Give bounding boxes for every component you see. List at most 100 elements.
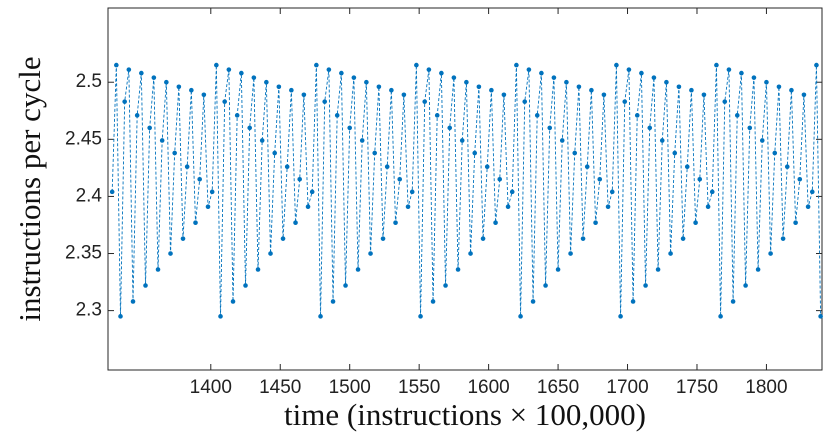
data-point (759, 138, 765, 143)
x-tick-label: 1650 (537, 377, 579, 398)
data-point (614, 62, 619, 68)
data-point (284, 164, 290, 170)
data-point (584, 164, 590, 170)
data-point (414, 62, 419, 68)
data-point (184, 164, 190, 170)
data-point (655, 267, 661, 272)
data-point (659, 138, 665, 143)
data-point (772, 150, 778, 156)
data-point (201, 92, 207, 98)
data-point (280, 236, 286, 241)
data-point (289, 87, 294, 93)
data-point (601, 92, 607, 98)
data-point (351, 75, 357, 80)
data-point (405, 204, 411, 210)
x-axis-label: time (instructions × 100,000) (284, 397, 646, 432)
data-point (639, 70, 644, 76)
data-point (743, 283, 748, 288)
data-point (572, 150, 578, 156)
data-point (455, 267, 461, 272)
data-point (243, 283, 248, 288)
data-point (272, 150, 277, 156)
data-point (151, 75, 157, 80)
data-point (447, 125, 453, 131)
data-point (214, 62, 219, 68)
data-point (764, 79, 769, 85)
data-point (422, 99, 428, 104)
y-tick-label: 2.35 (65, 243, 102, 264)
data-point (393, 220, 398, 225)
data-point (155, 267, 161, 272)
data-point (434, 113, 440, 118)
data-point (330, 299, 336, 304)
data-point (264, 79, 269, 85)
data-point (568, 251, 573, 256)
data-point (684, 164, 690, 170)
y-tick-label: 2.4 (76, 185, 103, 206)
data-point (247, 125, 252, 131)
data-point (176, 84, 182, 90)
data-point (397, 176, 403, 182)
data-point (114, 62, 119, 68)
data-point (814, 62, 819, 68)
data-point (789, 87, 794, 93)
y-axis-label: instructions per cycle (12, 56, 47, 321)
data-point (443, 283, 448, 288)
data-point (722, 99, 728, 104)
data-point (651, 75, 657, 80)
data-point (401, 92, 407, 98)
data-point (126, 67, 132, 72)
data-point (305, 204, 311, 210)
data-point (605, 204, 611, 210)
x-tick-label: 1500 (329, 377, 371, 398)
data-point (664, 79, 669, 85)
data-point (514, 62, 519, 68)
data-point (322, 99, 328, 104)
data-point (164, 79, 169, 85)
data-point (472, 150, 478, 156)
data-point (718, 314, 723, 319)
y-tick-label: 2.45 (65, 128, 102, 149)
y-tick-label: 2.3 (76, 300, 102, 321)
data-point (714, 62, 719, 68)
data-point (801, 92, 807, 98)
data-point (597, 176, 603, 182)
data-point (205, 204, 211, 210)
data-point (805, 204, 811, 210)
data-point (647, 125, 653, 131)
data-point (776, 84, 782, 90)
data-point (726, 67, 732, 72)
data-point (389, 87, 394, 93)
data-point (230, 299, 236, 304)
data-point (159, 138, 165, 143)
data-point (464, 79, 469, 85)
data-point (297, 176, 302, 182)
x-tick-label: 1750 (676, 377, 718, 398)
data-point (701, 92, 707, 98)
data-point (526, 67, 532, 72)
data-point (634, 113, 640, 118)
data-point (380, 236, 386, 241)
data-point (234, 113, 240, 118)
data-point (468, 251, 473, 256)
data-point (193, 220, 198, 225)
data-point (618, 314, 623, 319)
data-point (139, 70, 144, 76)
data-point (564, 79, 569, 85)
data-point (793, 220, 798, 225)
plot-frame (107, 7, 823, 371)
data-point (134, 113, 140, 118)
data-point (368, 251, 373, 256)
data-point (189, 87, 194, 93)
data-point (509, 189, 515, 195)
data-point (268, 251, 273, 256)
data-point (334, 113, 340, 118)
data-point (497, 176, 503, 182)
data-point (768, 251, 773, 256)
data-point (197, 176, 202, 182)
data-point (547, 125, 553, 131)
data-point (593, 220, 598, 225)
data-point (626, 67, 632, 72)
data-point (276, 84, 282, 90)
data-point (543, 283, 548, 288)
